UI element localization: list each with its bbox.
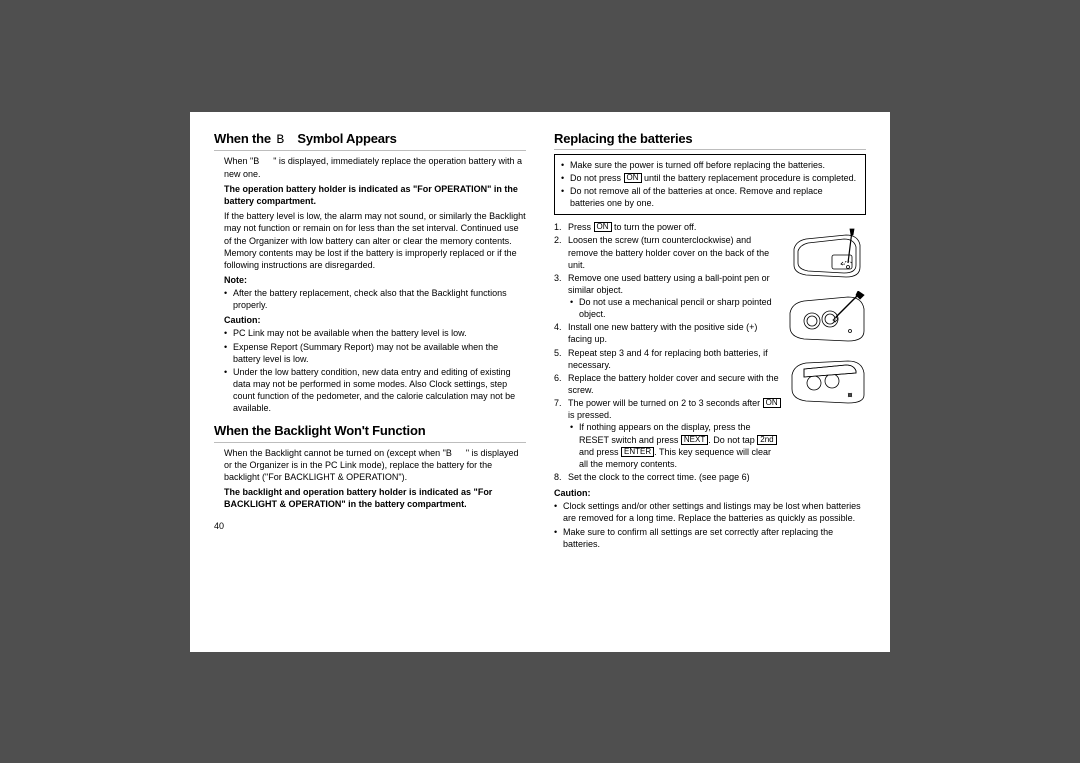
para: When "B" is displayed, immediately repla…: [214, 155, 526, 180]
steps-and-figures: 1.Press ON to turn the power off. 2.Loos…: [554, 221, 866, 484]
list-item: After the battery replacement, check als…: [224, 287, 526, 311]
heading-replacing: Replacing the batteries: [554, 130, 866, 150]
figures-column: [788, 221, 866, 484]
caution-label: Caution:: [554, 487, 866, 499]
list-item: PC Link may not be available when the ba…: [224, 327, 526, 339]
manual-page: When the B Symbol Appears When "B" is di…: [190, 112, 890, 652]
heading-batt-symbol: When the B Symbol Appears: [214, 130, 526, 151]
para: If the battery level is low, the alarm m…: [214, 210, 526, 271]
step-1: 1.Press ON to turn the power off.: [554, 221, 782, 233]
page-number: 40: [214, 520, 526, 532]
key-enter: ENTER: [621, 447, 654, 457]
list-item: Expense Report (Summary Report) may not …: [224, 341, 526, 365]
key-2nd: 2nd: [757, 435, 776, 445]
step-6: 6.Replace the battery holder cover and s…: [554, 372, 782, 396]
key-on: ON: [624, 173, 642, 183]
para-bold: The operation battery holder is indicate…: [214, 183, 526, 207]
caution-list: PC Link may not be available when the ba…: [214, 327, 526, 414]
steps-list: 1.Press ON to turn the power off. 2.Loos…: [554, 221, 782, 483]
caution-label: Caution:: [214, 314, 526, 326]
batt-symbol: B: [274, 132, 294, 147]
caution-list: Clock settings and/or other settings and…: [554, 500, 866, 550]
figure-cover-replace: [788, 353, 866, 409]
key-on: ON: [594, 222, 612, 232]
step-4: 4.Install one new battery with the posit…: [554, 321, 782, 345]
key-on: ON: [763, 398, 781, 408]
para-bold: The backlight and operation battery hold…: [214, 486, 526, 510]
step-5: 5.Repeat step 3 and 4 for replacing both…: [554, 347, 782, 371]
steps-text: 1.Press ON to turn the power off. 2.Loos…: [554, 221, 782, 484]
step-8: 8.Set the clock to the correct time. (se…: [554, 471, 782, 483]
step-7: 7.The power will be turned on 2 to 3 sec…: [554, 397, 782, 470]
list-item: Do not press ON until the battery replac…: [561, 172, 859, 184]
list-item: Clock settings and/or other settings and…: [554, 500, 866, 524]
step-3: 3.Remove one used battery using a ball-p…: [554, 272, 782, 321]
list-item: Under the low battery condition, new dat…: [224, 366, 526, 415]
list-item: Make sure the power is turned off before…: [561, 159, 859, 171]
step-2: 2.Loosen the screw (turn counterclockwis…: [554, 234, 782, 270]
note-label: Note:: [214, 274, 526, 286]
figure-device-back: [788, 225, 866, 285]
list-item: If nothing appears on the display, press…: [570, 421, 782, 470]
list-item: Do not remove all of the batteries at on…: [561, 185, 859, 209]
list-item: Make sure to confirm all settings are se…: [554, 526, 866, 550]
left-column: When the B Symbol Appears When "B" is di…: [214, 130, 526, 638]
heading-backlight: When the Backlight Won't Function: [214, 422, 526, 442]
warning-box: Make sure the power is turned off before…: [554, 154, 866, 216]
note-list: After the battery replacement, check als…: [214, 287, 526, 311]
para: When the Backlight cannot be turned on (…: [214, 447, 526, 483]
right-column: Replacing the batteries Make sure the po…: [554, 130, 866, 638]
figure-compartment-open: [788, 291, 866, 347]
list-item: Do not use a mechanical pencil or sharp …: [570, 296, 782, 320]
heading-text: When the: [214, 131, 271, 146]
key-next: NEXT: [681, 435, 708, 445]
heading-text: Symbol Appears: [297, 131, 396, 146]
